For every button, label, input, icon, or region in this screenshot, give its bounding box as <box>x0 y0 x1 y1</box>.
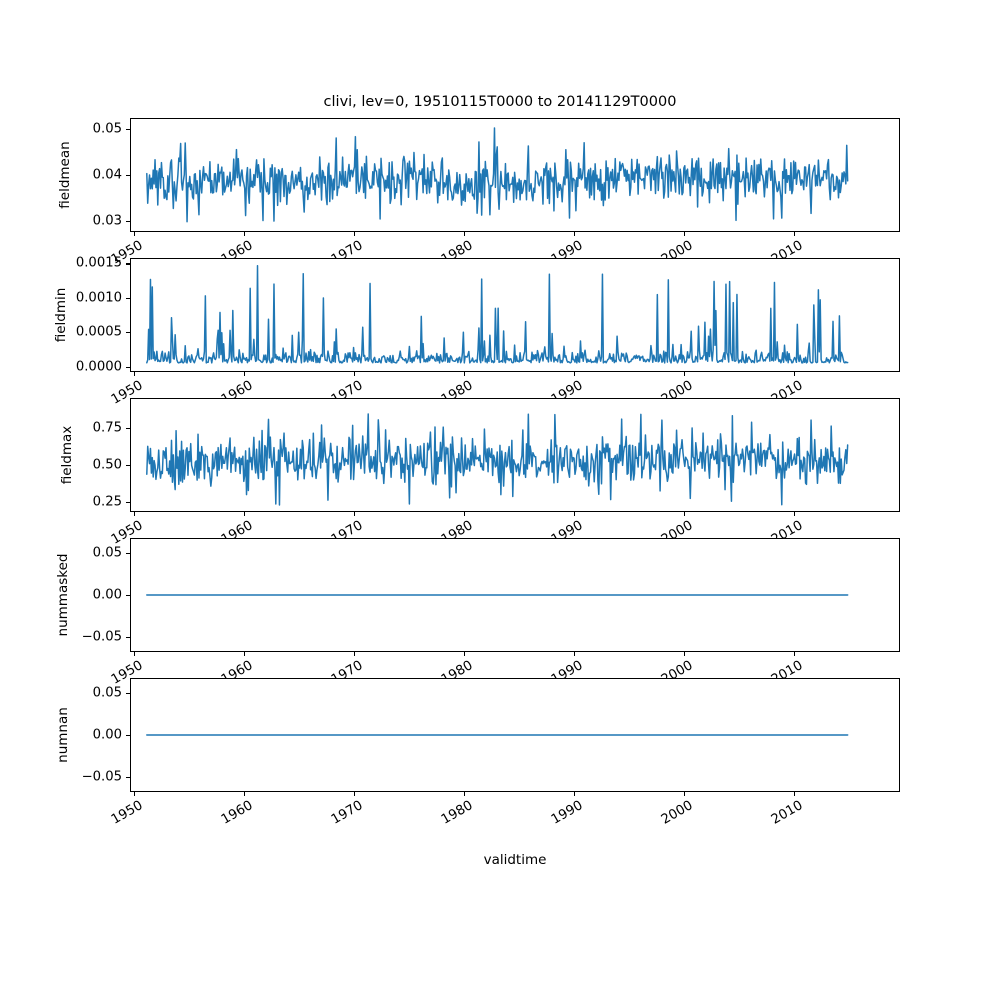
x-tick-mark <box>684 792 686 796</box>
subplot-fieldmean <box>130 118 900 232</box>
x-tick-mark <box>134 512 136 516</box>
x-tick-mark <box>354 792 356 796</box>
y-tick-mark <box>126 777 130 779</box>
data-line-fieldmin <box>146 265 849 364</box>
x-tick-mark <box>134 652 136 656</box>
x-tick-mark <box>684 372 686 376</box>
y-tick-label: 0.0010 <box>75 290 122 306</box>
y-tick-label: 0.04 <box>92 167 122 183</box>
x-tick-mark <box>244 792 246 796</box>
y-tick-mark <box>126 263 130 265</box>
x-tick-mark <box>794 792 796 796</box>
x-tick-mark <box>354 372 356 376</box>
y-tick-mark <box>126 297 130 299</box>
data-line-fieldmean <box>146 127 849 223</box>
y-tick-label: −0.05 <box>81 769 122 785</box>
x-tick-mark <box>794 232 796 236</box>
y-tick-label: 0.25 <box>92 494 122 510</box>
y-tick-label: 0.05 <box>92 121 122 137</box>
x-tick-mark <box>244 512 246 516</box>
y-tick-label: 0.03 <box>92 213 122 229</box>
x-tick-mark <box>354 232 356 236</box>
y-tick-label: 0.05 <box>92 685 122 701</box>
x-tick-label: 2010 <box>769 798 806 828</box>
x-tick-mark <box>684 512 686 516</box>
subplot-numnan <box>130 678 900 792</box>
y-tick-mark <box>126 502 130 504</box>
y-tick-label: −0.05 <box>81 629 122 645</box>
x-tick-mark <box>354 512 356 516</box>
x-tick-mark <box>134 232 136 236</box>
x-tick-label: 1960 <box>219 798 256 828</box>
x-tick-mark <box>134 372 136 376</box>
y-tick-mark <box>126 366 130 368</box>
x-tick-mark <box>244 652 246 656</box>
y-tick-label: 0.75 <box>92 420 122 436</box>
x-tick-label: 1950 <box>109 798 146 828</box>
x-tick-mark <box>794 372 796 376</box>
y-tick-mark <box>126 220 130 222</box>
x-axis-label: validtime <box>483 852 547 868</box>
y-tick-label: 0.0005 <box>75 324 122 340</box>
x-tick-mark <box>134 792 136 796</box>
y-tick-label: 0.50 <box>92 457 122 473</box>
y-axis-label-fieldmin: fieldmin <box>53 287 69 343</box>
x-tick-mark <box>684 652 686 656</box>
y-tick-label: 0.0000 <box>75 359 122 374</box>
x-tick-mark <box>464 512 466 516</box>
x-tick-label: 1980 <box>439 798 476 828</box>
y-tick-mark <box>126 129 130 131</box>
y-tick-mark <box>126 735 130 737</box>
x-tick-mark <box>574 372 576 376</box>
x-tick-mark <box>794 512 796 516</box>
x-tick-label: 2000 <box>659 798 696 828</box>
x-tick-label: 1970 <box>329 798 366 828</box>
y-tick-mark <box>126 637 130 639</box>
y-tick-label: 0.05 <box>92 545 122 561</box>
x-tick-mark <box>684 232 686 236</box>
chart-title: clivi, lev=0, 19510115T0000 to 20141129T… <box>323 94 677 110</box>
x-tick-mark <box>244 372 246 376</box>
x-tick-mark <box>464 792 466 796</box>
x-tick-mark <box>574 512 576 516</box>
x-tick-label: 1990 <box>549 798 586 828</box>
x-tick-mark <box>464 652 466 656</box>
y-tick-mark <box>126 552 130 554</box>
x-tick-mark <box>464 232 466 236</box>
subplot-fieldmax <box>130 398 900 512</box>
x-tick-mark <box>574 652 576 656</box>
x-tick-mark <box>244 232 246 236</box>
x-tick-mark <box>574 232 576 236</box>
y-tick-label: 0.0015 <box>75 255 122 271</box>
y-tick-mark <box>126 595 130 597</box>
y-tick-label: 0.00 <box>92 587 122 603</box>
y-tick-mark <box>126 332 130 334</box>
x-tick-mark <box>464 372 466 376</box>
y-tick-mark <box>126 175 130 177</box>
data-line-fieldmax <box>146 413 849 506</box>
y-tick-mark <box>126 692 130 694</box>
y-tick-mark <box>126 428 130 430</box>
x-tick-mark <box>354 652 356 656</box>
y-tick-mark <box>126 465 130 467</box>
subplot-nummasked <box>130 538 900 652</box>
y-tick-label: 0.00 <box>92 727 122 743</box>
x-tick-mark <box>794 652 796 656</box>
x-tick-mark <box>574 792 576 796</box>
subplot-fieldmin <box>130 258 900 372</box>
